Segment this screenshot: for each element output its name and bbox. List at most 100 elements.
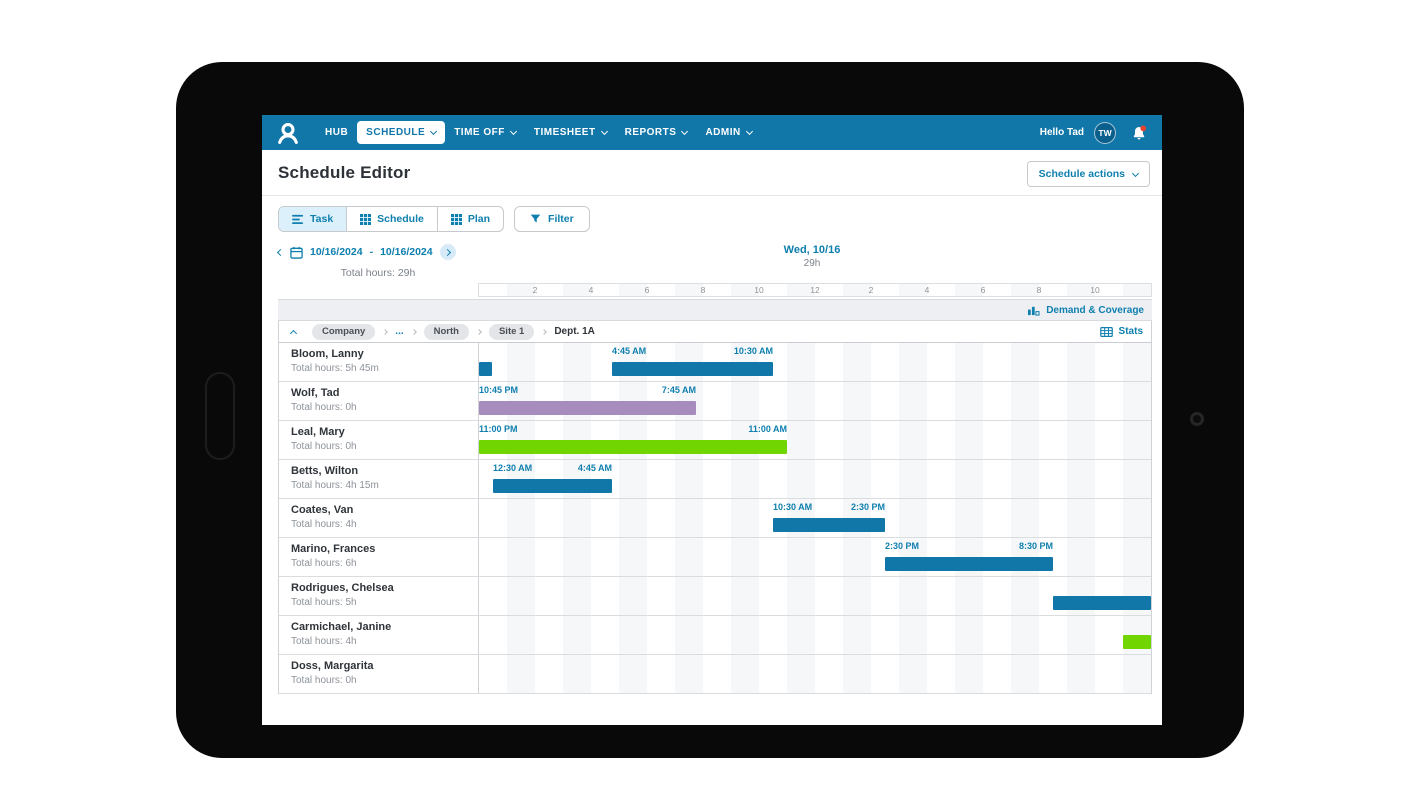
breadcrumb-separator-icon xyxy=(541,328,548,335)
tablet-side-button xyxy=(205,372,235,460)
nav-item-schedule[interactable]: SCHEDULE xyxy=(357,121,446,144)
nav-item-timesheet[interactable]: TIMESHEET xyxy=(525,121,616,144)
timeline-cell[interactable]: 10:30 AM 2:30 PM xyxy=(479,499,1151,537)
schedule-row: Marino, Frances Total hours: 6h 2:30 PM 8:3… xyxy=(279,538,1151,577)
grid-icon xyxy=(360,213,372,225)
calendar-icon[interactable] xyxy=(290,246,303,259)
schedule-row: Wolf, Tad Total hours: 0h 10:45 PM 7:45 AM xyxy=(279,382,1151,421)
hour-tick-label: 10 xyxy=(1090,285,1100,295)
shift-bar[interactable] xyxy=(612,362,773,376)
breadcrumb-separator-icon xyxy=(382,328,389,335)
timeline-cell[interactable] xyxy=(479,577,1151,615)
breadcrumb-ellipsis[interactable]: ... xyxy=(395,326,404,337)
shift-end-time: 7:45 AM xyxy=(661,385,696,395)
breadcrumb-site1[interactable]: Site 1 xyxy=(488,323,535,340)
schedule-row: Carmichael, Janine Total hours: 4h xyxy=(279,616,1151,655)
nav-item-reports[interactable]: REPORTS xyxy=(616,121,697,144)
tab-plan[interactable]: Plan xyxy=(438,207,503,231)
employee-cell[interactable]: Bloom, Lanny Total hours: 5h 45m xyxy=(279,343,479,381)
employee-cell[interactable]: Coates, Van Total hours: 4h xyxy=(279,499,479,537)
next-day-button[interactable] xyxy=(439,244,456,260)
schedule-row: Leal, Mary Total hours: 0h 11:00 PM 11:00 A… xyxy=(279,421,1151,460)
timeline-cell[interactable] xyxy=(479,655,1151,693)
user-avatar[interactable]: TW xyxy=(1094,121,1116,144)
timeline-cell[interactable]: 12:30 AM 4:45 AM xyxy=(479,460,1151,498)
shift-bar[interactable] xyxy=(493,479,612,493)
tab-task[interactable]: Task xyxy=(279,207,348,231)
day-total-hours: 29h xyxy=(803,258,821,269)
chevron-up-icon xyxy=(289,329,298,337)
employee-cell[interactable]: Marino, Frances Total hours: 6h xyxy=(279,538,479,576)
employee-cell[interactable]: Doss, Margarita Total hours: 0h xyxy=(279,655,479,693)
employee-total-hours: Total hours: 6h xyxy=(291,558,357,569)
employee-cell[interactable]: Carmichael, Janine Total hours: 4h xyxy=(279,616,479,654)
shift-bar[interactable] xyxy=(773,518,885,532)
day-label[interactable]: Wed, 10/16 xyxy=(783,244,841,256)
stats-button[interactable]: Stats xyxy=(1099,326,1143,337)
timeline-cell[interactable]: 11:00 PM 11:00 AM xyxy=(479,421,1151,459)
range-end-date[interactable]: 10/16/2024 xyxy=(380,246,433,258)
shift-bar[interactable] xyxy=(479,401,696,415)
breadcrumb-company[interactable]: Company xyxy=(312,323,376,340)
tablet-camera xyxy=(1190,412,1204,426)
app-logo-icon[interactable] xyxy=(276,121,300,145)
employee-name: Bloom, Lanny xyxy=(291,348,364,360)
hour-axis: 2 4 6 8 10 12 2 4 6 8 10 xyxy=(478,283,1152,297)
shift-end-time: 4:45 AM xyxy=(577,463,612,473)
timeline-cell[interactable] xyxy=(479,616,1151,654)
nav-right-section: Hello Tad TW xyxy=(1039,121,1148,144)
app-screen: HUB SCHEDULE TIME OFF TIMESHEET REPORTS … xyxy=(262,115,1162,725)
chevron-down-icon xyxy=(1131,169,1140,177)
notification-bell-icon[interactable] xyxy=(1130,124,1148,142)
filter-button[interactable]: Filter xyxy=(514,206,590,232)
breadcrumb-department: Dept. 1A xyxy=(554,326,595,337)
grid-icon xyxy=(450,213,462,225)
demand-coverage-label: Demand & Coverage xyxy=(1046,304,1144,316)
employee-cell[interactable]: Rodrigues, Chelsea Total hours: 5h xyxy=(279,577,479,615)
employee-name: Betts, Wilton xyxy=(291,465,359,477)
collapse-section-button[interactable] xyxy=(289,328,298,337)
employee-name: Marino, Frances xyxy=(291,543,376,555)
timeline-cell[interactable]: 4:45 AM 10:30 AM xyxy=(479,343,1151,381)
demand-coverage-bar[interactable]: Demand & Coverage xyxy=(278,299,1152,321)
user-greeting: Hello Tad xyxy=(1039,127,1084,138)
shift-bar[interactable] xyxy=(1123,635,1151,649)
shift-bar[interactable] xyxy=(479,440,787,454)
schedule-actions-label: Schedule actions xyxy=(1038,168,1125,180)
hour-tick-label: 6 xyxy=(980,285,986,295)
nav-item-label: SCHEDULE xyxy=(366,127,426,138)
chevron-down-icon xyxy=(600,127,608,136)
date-nav-section: 10/16/2024 - 10/16/2024 Total hours: 29h xyxy=(276,244,478,279)
chevron-down-icon xyxy=(745,127,753,136)
filter-funnel-icon xyxy=(530,214,541,223)
previous-day-arrow[interactable] xyxy=(276,248,285,256)
shift-bar[interactable] xyxy=(885,557,1053,571)
nav-item-admin[interactable]: ADMIN xyxy=(696,121,760,144)
schedule-row: Rodrigues, Chelsea Total hours: 5h xyxy=(279,577,1151,616)
nav-item-time-off[interactable]: TIME OFF xyxy=(445,121,525,144)
tab-schedule[interactable]: Schedule xyxy=(347,207,438,231)
schedule-actions-button[interactable]: Schedule actions xyxy=(1026,161,1150,187)
employee-total-hours: Total hours: 4h xyxy=(291,636,357,647)
timeline-cell[interactable]: 2:30 PM 8:30 PM xyxy=(479,538,1151,576)
nav-item-hub[interactable]: HUB xyxy=(316,121,357,144)
shift-bar[interactable] xyxy=(479,362,492,376)
shift-end-time: 10:30 AM xyxy=(733,346,773,356)
employee-cell[interactable]: Wolf, Tad Total hours: 0h xyxy=(279,382,479,420)
department-header-row: Company ... North Site 1 Dept. 1A Stats xyxy=(278,321,1152,343)
shift-bar[interactable] xyxy=(1053,596,1151,610)
shift-start-time: 10:45 PM xyxy=(479,385,519,395)
employee-cell[interactable]: Leal, Mary Total hours: 0h xyxy=(279,421,479,459)
hour-tick-label: 8 xyxy=(700,285,706,295)
employee-cell[interactable]: Betts, Wilton Total hours: 4h 15m xyxy=(279,460,479,498)
range-start-date[interactable]: 10/16/2024 xyxy=(310,246,363,258)
page-title: Schedule Editor xyxy=(278,163,411,182)
shift-end-time: 8:30 PM xyxy=(1018,541,1053,551)
breadcrumb-north[interactable]: North xyxy=(423,323,469,340)
hour-tick-label: 2 xyxy=(532,285,538,295)
employee-total-hours: Total hours: 0h xyxy=(291,675,357,686)
shift-start-time: 12:30 AM xyxy=(493,463,533,473)
timeline-cell[interactable]: 10:45 PM 7:45 AM xyxy=(479,382,1151,420)
range-total-hours: Total hours: 29h xyxy=(340,267,416,279)
employee-total-hours: Total hours: 5h 45m xyxy=(291,363,379,374)
